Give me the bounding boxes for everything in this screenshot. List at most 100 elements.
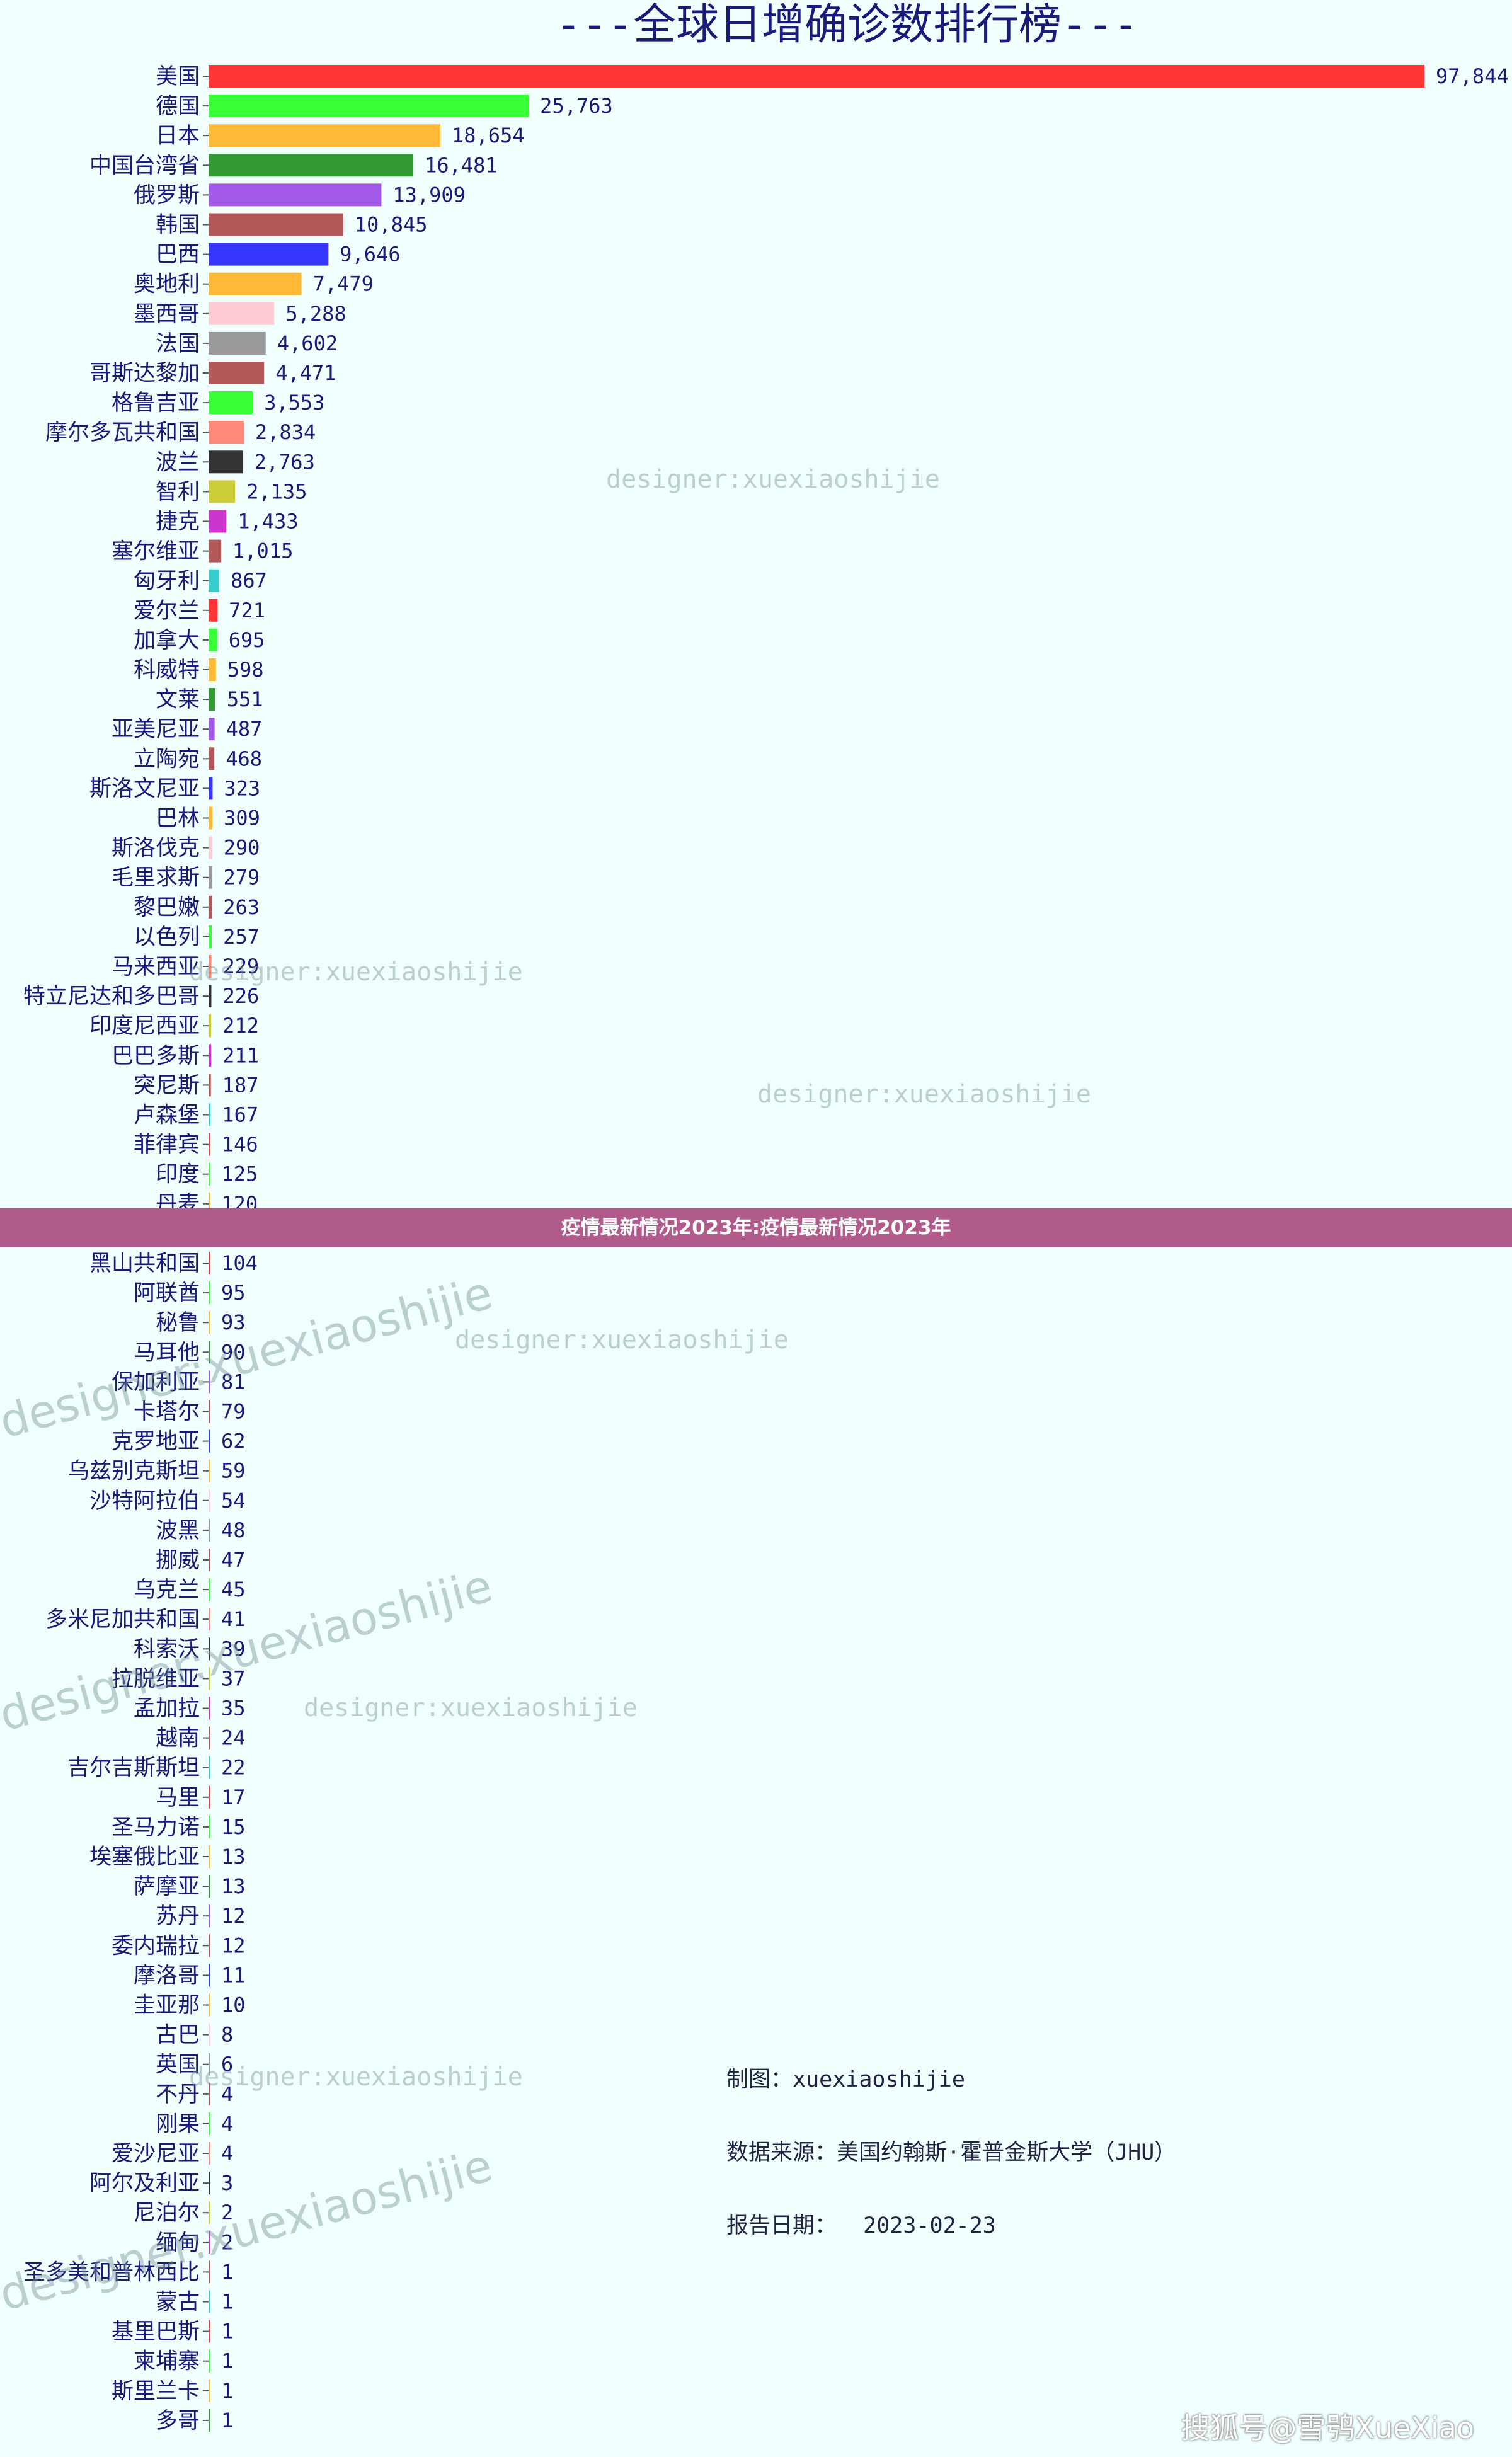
value-label: 6 (221, 2053, 233, 2076)
bar (209, 1815, 210, 1838)
value-label: 54 (221, 1489, 246, 1513)
category-label: 保加利亚 (112, 1370, 200, 1395)
bar (209, 450, 243, 474)
bar (209, 1518, 210, 1542)
value-label: 16,481 (425, 153, 498, 177)
bar (209, 2082, 210, 2105)
category-label: 巴西 (156, 243, 200, 268)
bar (209, 480, 236, 503)
watermark: designer:xuexiaoshijie (757, 1080, 1091, 1109)
bar (209, 1281, 210, 1305)
value-label: 167 (222, 1103, 258, 1127)
value-label: 1,433 (238, 510, 298, 534)
category-label: 德国 (156, 94, 200, 119)
value-label: 2 (221, 2230, 233, 2254)
value-label: 97,844 (1436, 64, 1509, 88)
value-label: 8 (221, 2023, 233, 2047)
category-label: 立陶宛 (134, 747, 200, 772)
category-label: 以色列 (134, 925, 200, 950)
bar (209, 1429, 210, 1453)
watermark: designer:xuexiaoshijie (304, 1693, 638, 1722)
value-label: 187 (222, 1073, 259, 1097)
bar (209, 1074, 211, 1097)
bar (209, 2053, 210, 2076)
category-label: 苏丹 (156, 1904, 200, 1929)
value-label: 11 (221, 1963, 246, 1987)
value-label: 95 (221, 1281, 246, 1305)
value-label: 1 (221, 2260, 233, 2284)
category-label: 萨摩亚 (134, 1874, 200, 1899)
bar (209, 1785, 210, 1809)
bar (209, 1845, 210, 1868)
category-label: 刚果 (156, 2112, 200, 2137)
bar (209, 569, 220, 592)
category-label: 日本 (156, 123, 200, 149)
category-label: 蒙古 (156, 2290, 200, 2315)
category-label: 波黑 (156, 1518, 200, 1544)
value-label: 1 (221, 2408, 233, 2432)
bar (209, 836, 212, 859)
bar (209, 421, 244, 444)
bar (209, 65, 1424, 88)
bar (209, 2408, 210, 2432)
value-label: 2 (221, 2201, 233, 2225)
category-label: 古巴 (156, 2023, 200, 2048)
value-label: 211 (222, 1043, 259, 1067)
bar (209, 1549, 210, 1571)
bar (209, 1252, 210, 1274)
bar (209, 510, 227, 533)
category-label: 阿尔及利亚 (89, 2171, 200, 2196)
category-label: 马耳他 (134, 1340, 200, 1365)
value-label: 279 (224, 866, 260, 890)
category-label: 巴林 (156, 806, 200, 832)
bar (209, 895, 212, 919)
category-label: 突尼斯 (134, 1073, 200, 1098)
value-label: 2,763 (255, 450, 315, 474)
bar (209, 955, 212, 978)
value-label: 226 (222, 984, 259, 1008)
value-label: 17 (221, 1785, 246, 1809)
value-label: 13,909 (392, 183, 466, 207)
category-label: 吉尔吉斯斯坦 (67, 1756, 200, 1781)
value-label: 1 (221, 2349, 233, 2373)
value-label: 12 (221, 1933, 246, 1957)
bar (209, 2349, 210, 2373)
value-label: 10 (221, 1993, 246, 2017)
value-label: 212 (222, 1014, 259, 1038)
category-label: 柬埔寨 (134, 2349, 200, 2374)
category-label: 美国 (156, 64, 200, 89)
category-label: 斯洛文尼亚 (89, 776, 200, 801)
category-label: 科索沃 (134, 1637, 200, 1662)
category-label: 俄罗斯 (134, 183, 200, 208)
value-label: 323 (224, 776, 260, 800)
report-date-label: 报告日期： 2023-02-23 (726, 2213, 996, 2238)
bar (209, 1904, 210, 1928)
value-label: 18,654 (452, 123, 525, 147)
category-label: 缅甸 (156, 2230, 200, 2255)
category-label: 秘鲁 (156, 1310, 200, 1336)
bar (209, 806, 213, 830)
value-label: 13 (221, 1874, 246, 1898)
bar (209, 718, 215, 741)
bar (209, 1133, 210, 1156)
category-label: 文莱 (156, 687, 200, 713)
category-label: 沙特阿拉伯 (89, 1489, 200, 1514)
value-label: 263 (223, 895, 260, 919)
category-label: 加拿大 (134, 628, 200, 653)
category-label: 圭亚那 (134, 1993, 200, 2019)
bar (209, 2142, 210, 2165)
value-label: 309 (224, 806, 260, 830)
value-label: 13 (221, 1845, 246, 1869)
bar (209, 1964, 210, 1987)
category-label: 克罗地亚 (112, 1429, 200, 1455)
bar (209, 2260, 210, 2284)
source-credit: 搜狐号@雪鸮XueXiao (1181, 2411, 1474, 2445)
maker-label: 制图：xuexiaoshijie (726, 2067, 965, 2092)
category-label: 韩国 (156, 213, 200, 238)
category-label: 摩洛哥 (134, 1963, 200, 1988)
bar (209, 1578, 210, 1601)
value-label: 104 (221, 1251, 258, 1275)
bar (209, 777, 213, 800)
value-label: 257 (223, 925, 260, 949)
